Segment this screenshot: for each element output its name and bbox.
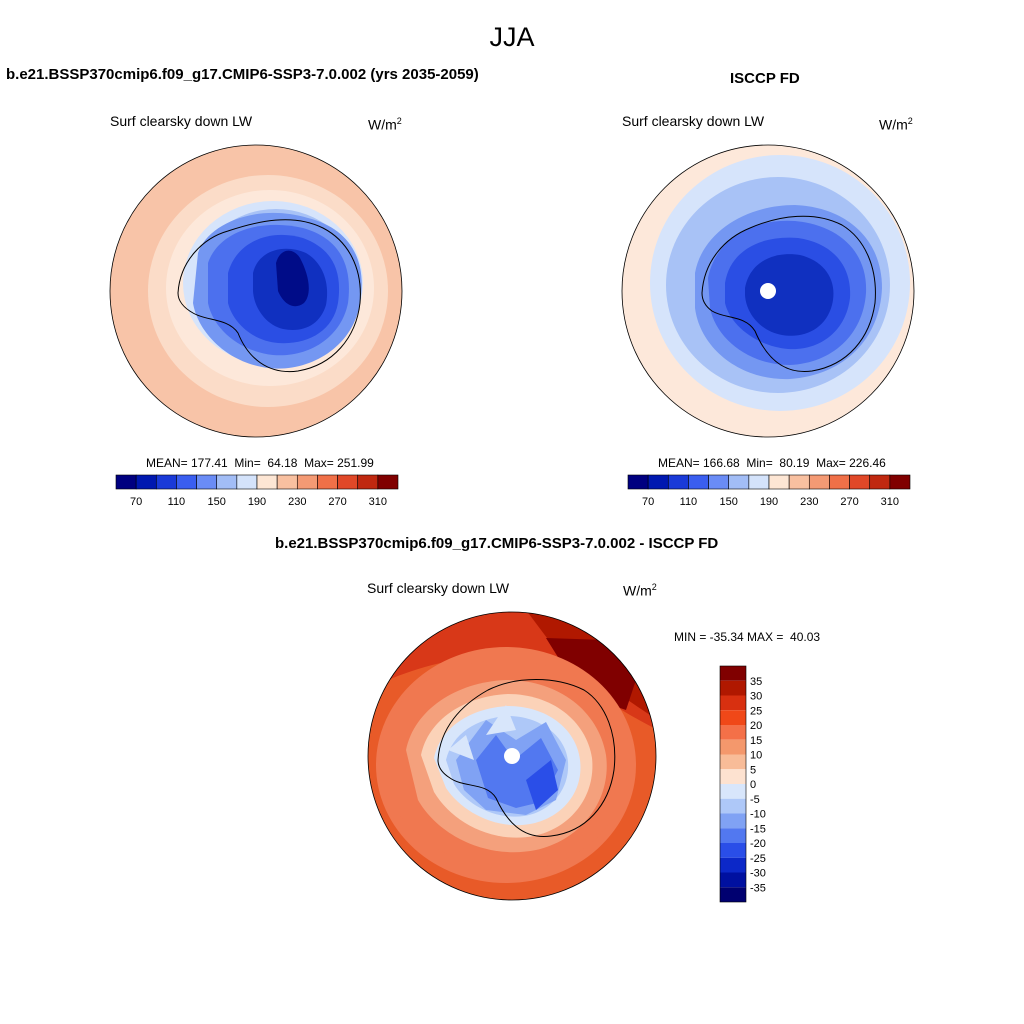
colorbar-swatch: [135, 474, 157, 490]
colorbar-swatch: [720, 828, 746, 843]
colorbar-swatch: [155, 474, 177, 490]
colorbar-swatch: [720, 784, 746, 799]
map-observations: [621, 144, 915, 438]
colorbar-swatch: [720, 666, 746, 681]
colorbar-swatch: [720, 680, 746, 696]
panel-2-title: ISCCP FD: [730, 70, 800, 87]
colorbar-swatch: [296, 474, 318, 490]
colorbar-swatch: [667, 474, 689, 490]
panel-3-variable: Surf clearsky down LW: [367, 580, 510, 596]
colorbar-tick-label: 310: [369, 496, 387, 508]
colorbar-swatch: [720, 887, 746, 902]
colorbar-swatch: [256, 474, 278, 490]
colorbar-tick-label: 190: [760, 496, 778, 508]
colorbar-tick-label: 15: [750, 735, 762, 747]
colorbar-swatch: [720, 754, 746, 770]
colorbar-tick-label: 270: [840, 496, 858, 508]
panel-2-units: W/m2: [879, 116, 913, 133]
colorbar-swatch: [849, 474, 871, 490]
colorbar-tick-label: 110: [168, 496, 186, 508]
colorbar-swatch: [708, 474, 730, 490]
figure-title: JJA: [489, 22, 535, 52]
colorbar-tick-label: 70: [642, 496, 654, 508]
colorbar-tick-label: -20: [750, 838, 766, 850]
colorbar-tick-label: 150: [208, 496, 226, 508]
colorbar-swatch: [196, 474, 218, 490]
colorbar-swatch: [720, 710, 746, 725]
colorbar-swatch: [115, 474, 137, 490]
colorbar-swatch: [720, 769, 746, 784]
panel-1-stats: MEAN= 177.41 Min= 64.18 Max= 251.99: [146, 456, 374, 470]
map-difference: [367, 611, 657, 901]
colorbar-swatch: [720, 695, 746, 711]
colorbar-difference: 35 30 25 20 15 10 5 0 -5 -10 -15 -20 -25 -30 -35: [719, 665, 766, 903]
colorbar-tick-label: 270: [328, 496, 346, 508]
colorbar-tick-label: 190: [248, 496, 266, 508]
panel-3-stats: MIN = -35.34 MAX = 40.03: [674, 630, 821, 644]
colorbar-swatch: [647, 474, 669, 490]
colorbar-tick-label: 30: [750, 691, 762, 703]
map-model: [109, 144, 403, 438]
colorbar-tick-label: 110: [680, 496, 698, 508]
colorbar-swatch: [720, 739, 746, 755]
panel-1-units: W/m2: [368, 116, 402, 133]
colorbar-swatch: [889, 474, 911, 490]
colorbar-swatch: [176, 474, 197, 490]
colorbar-tick-label: 5: [750, 764, 756, 776]
colorbar-swatch: [236, 474, 258, 490]
panel-2-stats: MEAN= 166.68 Min= 80.19 Max= 226.46: [658, 456, 886, 470]
colorbar-tick-label: 25: [750, 705, 762, 717]
colorbar-tick-label: 230: [288, 496, 306, 508]
colorbar-swatch: [720, 872, 746, 888]
colorbar-swatch: [216, 474, 238, 490]
colorbar-observations: 70110150190230270310350: [627, 474, 911, 508]
colorbar-tick-label: -25: [750, 853, 766, 865]
colorbar-tick-label: 310: [881, 496, 899, 508]
panel-3-title: b.e21.BSSP370cmip6.f09_g17.CMIP6-SSP3-7.…: [275, 535, 719, 552]
colorbar-tick-label: 70: [130, 496, 142, 508]
panel-1-variable: Surf clearsky down LW: [110, 113, 253, 129]
colorbar-swatch: [768, 474, 790, 490]
panel-1-title: b.e21.BSSP370cmip6.f09_g17.CMIP6-SSP3-7.…: [6, 66, 479, 83]
colorbar-swatch: [808, 474, 830, 490]
colorbar-swatch: [748, 474, 770, 490]
colorbar-swatch: [720, 813, 746, 829]
colorbar-tick-label: 20: [750, 720, 762, 732]
colorbar-tick-label: -5: [750, 794, 760, 806]
colorbar-swatch: [869, 474, 891, 490]
panel-3-units: W/m2: [623, 582, 657, 599]
colorbar-swatch: [728, 474, 750, 490]
colorbar-tick-label: -30: [750, 868, 766, 880]
colorbar-swatch: [788, 474, 810, 490]
colorbar-tick-label: 0: [750, 779, 756, 791]
colorbar-swatch: [337, 474, 359, 490]
colorbar-swatch: [829, 474, 850, 490]
colorbar-tick-label: -35: [750, 882, 766, 894]
colorbar-swatch: [276, 474, 298, 490]
colorbar-swatch: [317, 474, 338, 490]
colorbar-tick-label: -10: [750, 809, 766, 821]
colorbar-swatch: [720, 843, 746, 858]
colorbar-swatch: [720, 798, 746, 814]
colorbar-tick-label: 230: [800, 496, 818, 508]
colorbar-swatch: [688, 474, 709, 490]
colorbar-swatch: [357, 474, 379, 490]
colorbar-swatch: [377, 474, 399, 490]
colorbar-swatch: [627, 474, 649, 490]
colorbar-swatch: [720, 725, 746, 740]
colorbar-tick-label: 10: [750, 750, 762, 762]
colorbar-tick-label: -15: [750, 823, 766, 835]
colorbar-tick-label: 35: [750, 676, 762, 688]
panel-2-variable: Surf clearsky down LW: [622, 113, 765, 129]
colorbar-swatch: [720, 857, 746, 873]
colorbar-tick-label: 150: [720, 496, 738, 508]
colorbar-model: 70110150190230270310350: [115, 474, 399, 508]
